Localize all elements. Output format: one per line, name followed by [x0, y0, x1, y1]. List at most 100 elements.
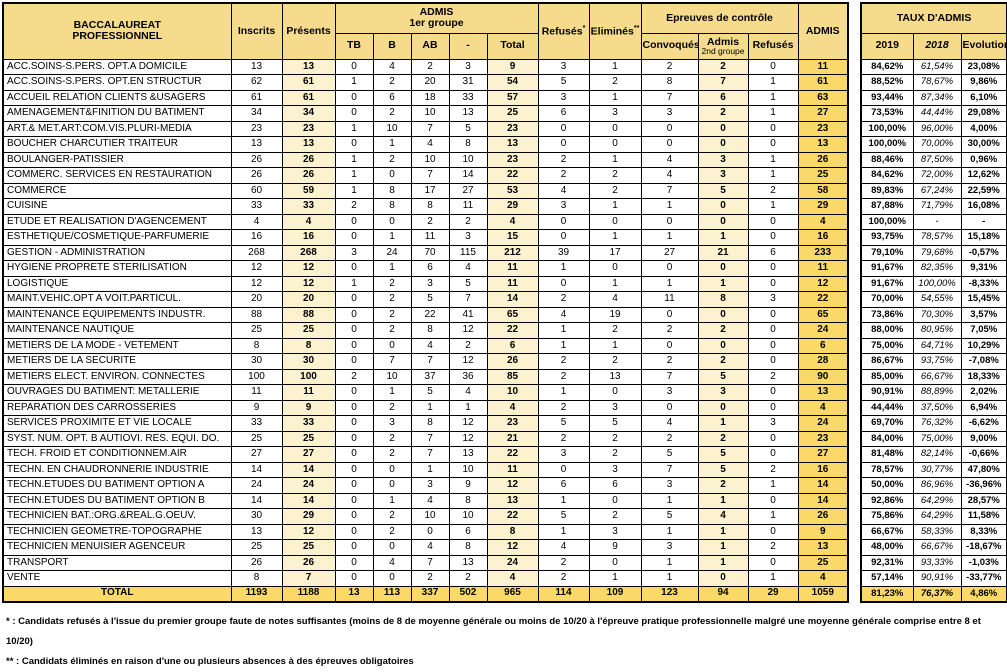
cell-taux-2019: 84,00% — [860, 430, 914, 447]
cell-refuses: 1 — [537, 492, 590, 509]
cell-inscrits: 33 — [230, 415, 283, 432]
cell-convoques: 123 — [640, 585, 699, 602]
cell-admis: 23 — [797, 120, 849, 137]
cell-convoques: 0 — [640, 399, 699, 416]
cell-refuses-controle: 6 — [747, 244, 799, 261]
cell-admis: 29 — [797, 198, 849, 215]
cell-taux-evolution: -0,66% — [960, 446, 1007, 463]
cell-elimines: 0 — [588, 260, 642, 277]
cell-taux-evolution: 6,94% — [960, 399, 1007, 416]
cell-refuses-controle: 0 — [747, 58, 799, 75]
row-label: OUVRAGES DU BATIMENT: METALLERIE — [2, 384, 232, 401]
cell-convoques: 3 — [640, 105, 699, 122]
cell-refuses: 1 — [537, 260, 590, 277]
cell-total-1er: 23 — [486, 151, 539, 168]
cell-inscrits: 33 — [230, 198, 283, 215]
cell-admis: 25 — [797, 167, 849, 184]
cell-admis: 24 — [797, 415, 849, 432]
cell-dash: 115 — [448, 244, 488, 261]
cell-ab: 10 — [410, 508, 450, 525]
cell-convoques: 7 — [640, 89, 699, 106]
cell-taux-2019: 84,62% — [860, 58, 914, 75]
cell-taux-2018: 71,79% — [912, 198, 962, 215]
cell-admis-2nd: 2 — [697, 430, 749, 447]
cell-taux-2018: 37,50% — [912, 399, 962, 416]
table-row: TRANSPORT 26 26 0 4 7 13 24 2 0 1 1 0 25 — [2, 554, 849, 571]
cell-total-1er: 14 — [486, 291, 539, 308]
cell-dash: 12 — [448, 430, 488, 447]
cell-b: 2 — [372, 105, 412, 122]
cell-convoques: 8 — [640, 74, 699, 91]
cell-inscrits: 13 — [230, 136, 283, 153]
cell-admis-2nd: 4 — [697, 508, 749, 525]
cell-ab: 7 — [410, 554, 450, 571]
col-header-inscrits: Inscrits — [230, 2, 283, 60]
cell-refuses-controle: 1 — [747, 105, 799, 122]
cell-taux-2019: 92,31% — [860, 554, 914, 571]
cell-taux-2018: 82,14% — [912, 446, 962, 463]
cell-inscrits: 9 — [230, 399, 283, 416]
cell-taux-2019: 78,57% — [860, 461, 914, 478]
cell-dash: 2 — [448, 337, 488, 354]
cell-tb: 0 — [334, 492, 374, 509]
cell-refuses: 1 — [537, 322, 590, 339]
cell-taux-evolution: -18,67% — [960, 539, 1007, 556]
taux-row: 91,67% 100,00% -8,33% — [860, 275, 1007, 292]
cell-taux-2019: 73,86% — [860, 306, 914, 323]
cell-ab: 22 — [410, 306, 450, 323]
cell-presents: 29 — [281, 508, 336, 525]
cell-refuses-controle: 1 — [747, 477, 799, 494]
cell-total-1er: 24 — [486, 554, 539, 571]
taux-table-title: TAUX D'ADMIS — [860, 2, 1007, 34]
cell-refuses-controle: 2 — [747, 539, 799, 556]
cell-admis-2nd: 0 — [697, 260, 749, 277]
table-row: BOUCHER CHARCUTIER TRAITEUR 13 13 0 1 4 8 13 0 0 0… — [2, 136, 849, 153]
cell-dash: 10 — [448, 461, 488, 478]
cell-convoques: 1 — [640, 275, 699, 292]
cell-inscrits: 20 — [230, 291, 283, 308]
col-header-ab: AB — [410, 32, 450, 60]
cell-inscrits: 16 — [230, 229, 283, 246]
col-header-convoques: Convoqués — [640, 32, 699, 60]
cell-tb: 0 — [334, 415, 374, 432]
cell-inscrits: 61 — [230, 89, 283, 106]
cell-taux-evolution: 9,86% — [960, 74, 1007, 91]
cell-ab: 337 — [410, 585, 450, 602]
col-header-refuses: Refusés* — [537, 2, 590, 60]
cell-tb: 1 — [334, 120, 374, 137]
cell-admis-2nd: 3 — [697, 384, 749, 401]
cell-total-1er: 965 — [486, 585, 539, 602]
cell-presents: 7 — [281, 570, 336, 587]
cell-admis: 11 — [797, 260, 849, 277]
taux-row: 89,83% 67,24% 22,59% — [860, 182, 1007, 199]
cell-taux-2018: 70,30% — [912, 306, 962, 323]
cell-dash: 3 — [448, 229, 488, 246]
cell-admis: 14 — [797, 477, 849, 494]
cell-dash: 14 — [448, 167, 488, 184]
col-header-admis: ADMIS — [797, 2, 849, 60]
table-row: TECH. FROID ET CONDITIONNEM.AIR 27 27 0 2 7 13… — [2, 446, 849, 463]
cell-ab: 2 — [410, 58, 450, 75]
cell-taux-2018: 67,24% — [912, 182, 962, 199]
row-label: TRANSPORT — [2, 554, 232, 571]
cell-presents: 268 — [281, 244, 336, 261]
taux-row: 44,44% 37,50% 6,94% — [860, 399, 1007, 416]
cell-tb: 1 — [334, 74, 374, 91]
cell-taux-2018: 79,68% — [912, 244, 962, 261]
cell-taux-2018: 93,33% — [912, 554, 962, 571]
row-label: ACC.SOINS-S.PERS. OPT.A DOMICILE — [2, 58, 232, 75]
table-row: MAINTENANCE NAUTIQUE 25 25 0 2 8 12 22 1 2 2 2 0 24 — [2, 322, 849, 339]
cell-dash: 10 — [448, 151, 488, 168]
cell-b: 10 — [372, 120, 412, 137]
cell-inscrits: 14 — [230, 492, 283, 509]
taux-row: 66,67% 58,33% 8,33% — [860, 523, 1007, 540]
cell-dash: 5 — [448, 120, 488, 137]
cell-inscrits: 24 — [230, 477, 283, 494]
cell-total-1er: 26 — [486, 353, 539, 370]
cell-convoques: 0 — [640, 337, 699, 354]
row-label: TECHN.ETUDES DU BATIMENT OPTION B — [2, 492, 232, 509]
cell-refuses-controle: 1 — [747, 198, 799, 215]
taux-row: 100,00% 96,00% 4,00% — [860, 120, 1007, 137]
cell-inscrits: 12 — [230, 260, 283, 277]
cell-tb: 3 — [334, 244, 374, 261]
